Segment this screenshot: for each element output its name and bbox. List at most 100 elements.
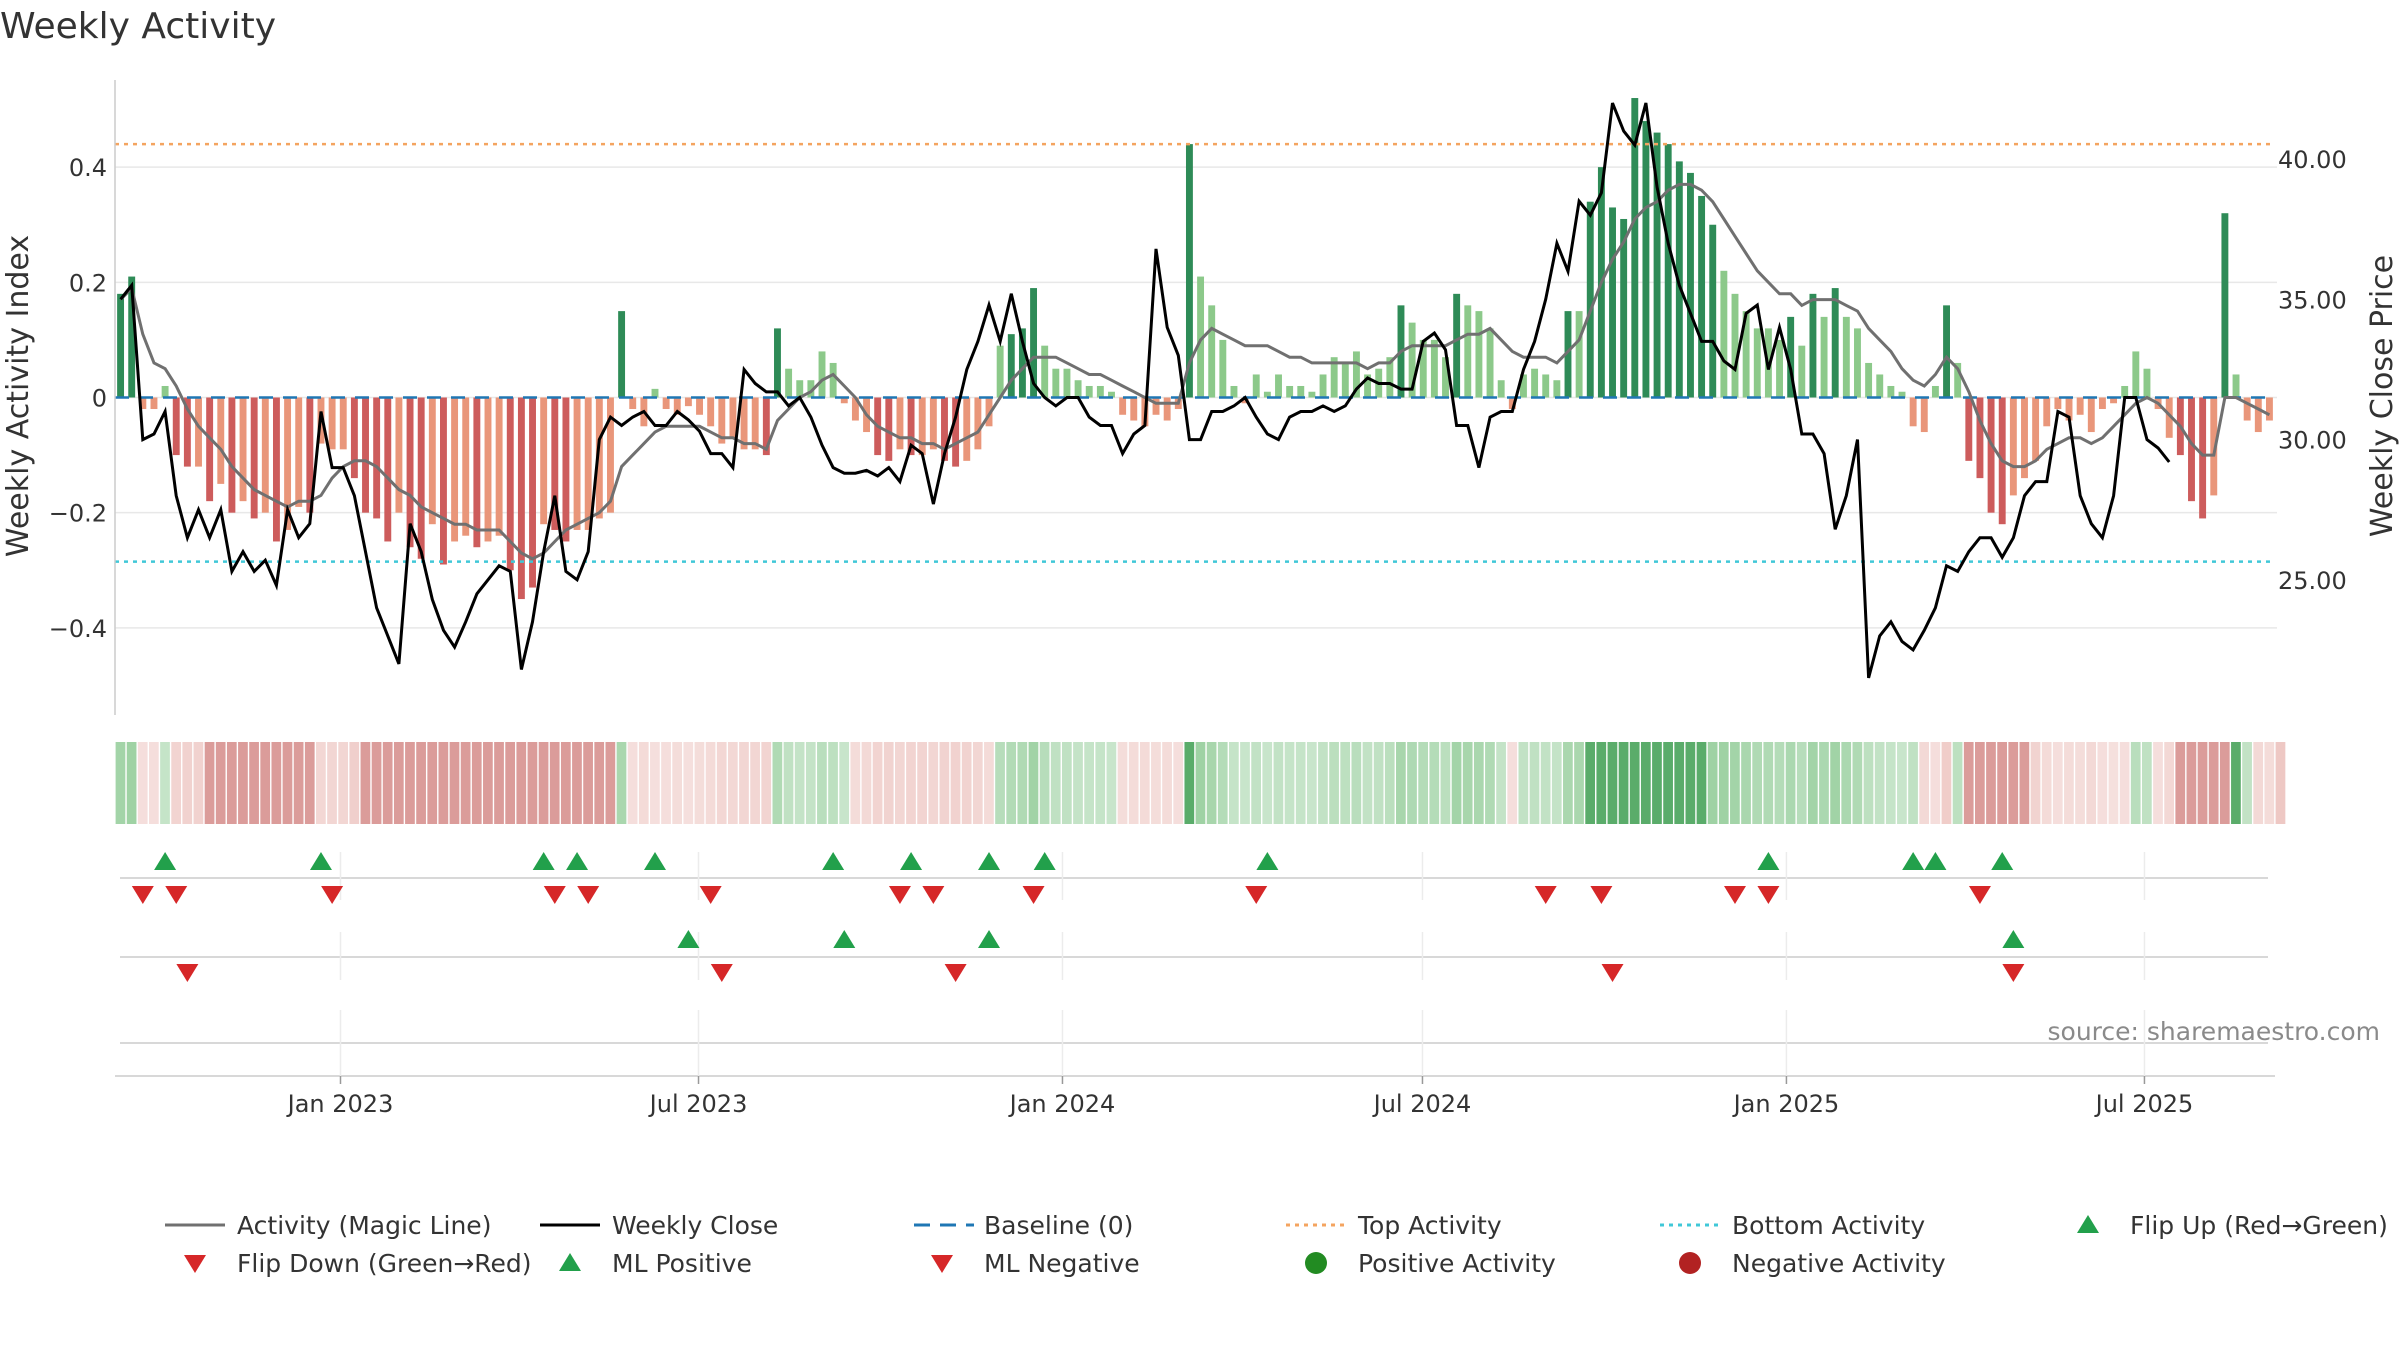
ribbon-cell [1295, 742, 1306, 824]
ribbon-cell [1941, 742, 1952, 824]
activity-bar [629, 397, 637, 410]
activity-bar [1152, 397, 1160, 415]
flip-down-marker [699, 886, 722, 904]
ribbon-cell [1306, 742, 1317, 824]
ribbon-cell [1451, 742, 1462, 824]
activity-bar [1887, 385, 1895, 398]
ribbon-cell [1596, 742, 1607, 824]
ribbon-cell [1563, 742, 1573, 824]
ribbon-cell [215, 742, 226, 824]
ribbon-cell [1640, 742, 1651, 824]
flip-up-marker [900, 852, 923, 870]
activity-bar [1687, 172, 1694, 398]
legend-label: Positive Activity [1358, 1249, 1556, 1278]
ribbon-cell [427, 742, 438, 824]
ribbon-cell [2008, 742, 2019, 824]
activity-ribbon [115, 742, 2286, 824]
ml-negative-marker [1601, 964, 1624, 982]
activity-bar [406, 397, 414, 548]
ribbon-cell [1440, 742, 1451, 824]
activity-bar [484, 397, 492, 542]
ml-positive-marker [833, 930, 856, 948]
ribbon-cell [1707, 742, 1718, 824]
ribbon-cell [861, 742, 872, 824]
ml-negative-marker [944, 964, 967, 982]
left-tick-label: 0 [92, 385, 107, 413]
activity-bar [473, 397, 481, 548]
ribbon-cell [1396, 742, 1406, 824]
activity-bar [1096, 385, 1104, 398]
flip-up-marker [309, 852, 332, 870]
ribbon-cell [1819, 742, 1829, 824]
activity-bar [684, 397, 692, 407]
activity-bar [1497, 380, 1505, 398]
ribbon-cell [1050, 742, 1061, 824]
ribbon-cell [1162, 742, 1172, 824]
activity-bar [807, 380, 815, 398]
activity-bar [1653, 132, 1661, 398]
ribbon-cell [2064, 742, 2074, 824]
ribbon-cell [1496, 742, 1506, 824]
activity-bar [417, 397, 425, 559]
activity-bar [1820, 316, 1828, 398]
ribbon-cell [438, 742, 449, 824]
legend-item: Flip Up (Red→Green) [2077, 1211, 2388, 1240]
ribbon-cell [939, 742, 950, 824]
activity-bar [1898, 391, 1906, 398]
legend-item: Positive Activity [1305, 1249, 1556, 1278]
ribbon-cell [1485, 742, 1495, 824]
flip-down-marker [1534, 886, 1557, 904]
ribbon-cell [1006, 742, 1017, 824]
ribbon-cell [750, 742, 760, 824]
ribbon-cell [338, 742, 349, 824]
ribbon-cell [1730, 742, 1740, 824]
legend-label: Weekly Close [612, 1211, 778, 1240]
ribbon-cell [739, 742, 749, 824]
activity-bar [295, 397, 303, 507]
lines-layer [115, 102, 2275, 679]
x-tick-label: Jan 2025 [1732, 1090, 1840, 1118]
ribbon-cell [1529, 742, 1540, 824]
activity-bar [2165, 397, 2173, 438]
activity-bar [996, 345, 1004, 398]
ribbon-cell [549, 742, 560, 824]
activity-bar [1943, 305, 1950, 398]
ribbon-cell [1807, 742, 1818, 824]
ribbon-cell [260, 742, 271, 824]
activity-bar [2254, 397, 2262, 433]
ribbon-cell [828, 742, 838, 824]
flip-down-marker [888, 886, 911, 904]
legend-item: ML Negative [931, 1249, 1140, 1278]
activity-bar [1464, 305, 1472, 398]
ribbon-cell [627, 742, 638, 824]
activity-bar [1208, 305, 1216, 398]
activity-bar [1286, 385, 1294, 398]
activity-bar [829, 362, 837, 398]
x-tick-label: Jul 2023 [648, 1090, 748, 1118]
activity-bar [451, 397, 459, 542]
ribbon-cell [1752, 742, 1763, 824]
ribbon-cell [393, 742, 404, 824]
ribbon-cell [1407, 742, 1417, 824]
source-label: source: sharemaestro.com [2048, 1017, 2381, 1046]
ribbon-cell [961, 742, 972, 824]
legend-swatch [931, 1255, 953, 1273]
flip-up-marker [1256, 852, 1279, 870]
activity-bar [707, 397, 715, 427]
ribbon-cell [2253, 742, 2264, 824]
ribbon-cell [360, 742, 371, 824]
activity-bar [785, 368, 793, 398]
activity-bar [440, 397, 447, 565]
ribbon-cell [1908, 742, 1918, 824]
activity-bar [1041, 345, 1049, 398]
ribbon-cell [560, 742, 571, 824]
ribbon-cell [182, 742, 193, 824]
activity-bar [1408, 322, 1416, 398]
ribbon-cell [2141, 742, 2152, 824]
activity-bar [2009, 397, 2017, 496]
ribbon-cell [1607, 742, 1618, 824]
ribbon-cell [1095, 742, 1106, 824]
ribbon-cell [1874, 742, 1885, 824]
activity-bar [762, 397, 770, 456]
activity-bar [117, 293, 125, 398]
